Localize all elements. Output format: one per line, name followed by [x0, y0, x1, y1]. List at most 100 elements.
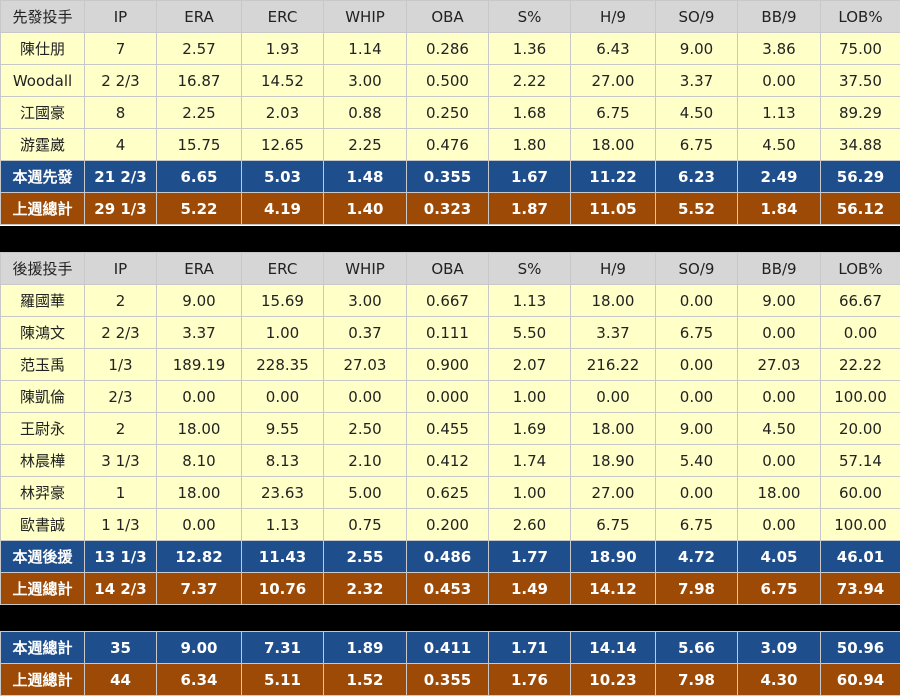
stat-cell: 3.37: [156, 316, 242, 349]
stat-cell: 15.69: [241, 284, 324, 317]
stat-cell: 9.55: [241, 412, 324, 445]
stat-cell: 2 2/3: [84, 64, 157, 97]
pitcher-row: 范玉禹 1/3 189.19 228.35 27.03 0.900 2.07 216.22 0.…: [0, 348, 900, 381]
stat-cell: 1.13: [737, 96, 821, 129]
overall-last-week-total-row: 上週總計 44 6.34 5.11 1.52 0.355 1.76 10.23 7.98 4.30…: [0, 663, 900, 696]
stat-cell: 8.13: [241, 444, 324, 477]
last-week-total-row: 上週總計 14 2/3 7.37 10.76 2.32 0.453 1.49 14.12 7.9…: [0, 572, 900, 605]
stat-cell: 18.00: [737, 476, 821, 509]
stat-cell: 1.49: [488, 572, 571, 605]
row-label-cell: 游霆崴: [0, 128, 85, 161]
stat-cell: 0.412: [406, 444, 489, 477]
stat-cell: 1.13: [241, 508, 324, 541]
stat-cell: 18.00: [156, 412, 242, 445]
stat-cell: 1.68: [488, 96, 571, 129]
stat-cell: 4.30: [737, 663, 821, 696]
stat-cell: 0.453: [406, 572, 489, 605]
row-label-cell: Woodall: [0, 64, 85, 97]
stat-cell: 2.03: [241, 96, 324, 129]
stat-cell: 100.00: [820, 380, 900, 413]
stat-cell: 1.74: [488, 444, 571, 477]
starters-table-body: 先發投手 IP ERA ERC WHIP OBA S% H/9 SO/9 BB/9 LOB% 陳仕朋 7…: [0, 0, 900, 225]
stat-cell: 0.411: [406, 631, 489, 664]
stat-cell: 1.14: [323, 32, 407, 65]
pitcher-row: 林羿豪 1 18.00 23.63 5.00 0.625 1.00 27.00 0.00 18.0…: [0, 476, 900, 509]
column-header: ERA: [156, 252, 242, 285]
stat-cell: 0.286: [406, 32, 489, 65]
stat-cell: 3.09: [737, 631, 821, 664]
stat-cell: 0.00: [156, 380, 242, 413]
stat-cell: 1.52: [323, 663, 407, 696]
stat-cell: 7.31: [241, 631, 324, 664]
stat-cell: 1.80: [488, 128, 571, 161]
stat-cell: 5.66: [655, 631, 738, 664]
stat-cell: 3.00: [323, 64, 407, 97]
column-header: WHIP: [323, 252, 407, 285]
stat-cell: 3 1/3: [84, 444, 157, 477]
stat-cell: 3.00: [323, 284, 407, 317]
header-row: 先發投手 IP ERA ERC WHIP OBA S% H/9 SO/9 BB/9 LOB%: [0, 0, 900, 33]
stat-cell: 13 1/3: [84, 540, 157, 573]
stat-cell: 6.65: [156, 160, 242, 193]
column-header: S%: [488, 252, 571, 285]
stat-cell: 14.52: [241, 64, 324, 97]
stat-cell: 5.40: [655, 444, 738, 477]
stat-cell: 3.37: [570, 316, 656, 349]
stat-cell: 18.00: [570, 412, 656, 445]
stat-cell: 1 1/3: [84, 508, 157, 541]
column-header: H/9: [570, 0, 656, 33]
column-header: ERA: [156, 0, 242, 33]
stat-cell: 18.00: [570, 284, 656, 317]
stat-cell: 0.667: [406, 284, 489, 317]
stat-cell: 4.50: [737, 412, 821, 445]
column-header: BB/9: [737, 252, 821, 285]
column-header: BB/9: [737, 0, 821, 33]
stat-cell: 0.486: [406, 540, 489, 573]
stat-cell: 0.37: [323, 316, 407, 349]
overall-table: 本週總計 35 9.00 7.31 1.89 0.411 1.71 14.14 5.66 3.09…: [0, 631, 900, 696]
stat-cell: 1.87: [488, 192, 571, 225]
stat-cell: 27.03: [323, 348, 407, 381]
stat-cell: 66.67: [820, 284, 900, 317]
stat-cell: 60.00: [820, 476, 900, 509]
pitcher-row: 林晨樺 3 1/3 8.10 8.13 2.10 0.412 1.74 18.90 5.40 0.…: [0, 444, 900, 477]
stat-cell: 15.75: [156, 128, 242, 161]
overall-table-body: 本週總計 35 9.00 7.31 1.89 0.411 1.71 14.14 5.66 3.09…: [0, 631, 900, 696]
stat-cell: 73.94: [820, 572, 900, 605]
pitcher-row: 陳鴻文 2 2/3 3.37 1.00 0.37 0.111 5.50 3.37 6.75 0.0…: [0, 316, 900, 349]
stat-cell: 6.75: [570, 96, 656, 129]
row-label-cell: 陳仕朋: [0, 32, 85, 65]
stat-cell: 0.00: [323, 380, 407, 413]
stat-cell: 0.75: [323, 508, 407, 541]
stat-cell: 2.22: [488, 64, 571, 97]
stat-cell: 5.03: [241, 160, 324, 193]
stat-cell: 0.00: [737, 508, 821, 541]
stat-cell: 2/3: [84, 380, 157, 413]
row-label-cell: 本週先發: [0, 160, 85, 193]
stat-cell: 9.00: [156, 284, 242, 317]
stat-cell: 22.22: [820, 348, 900, 381]
overall-week-total-row: 本週總計 35 9.00 7.31 1.89 0.411 1.71 14.14 5.66 3.09…: [0, 631, 900, 664]
stat-cell: 6.75: [655, 128, 738, 161]
stat-cell: 34.88: [820, 128, 900, 161]
pitcher-row: 游霆崴 4 15.75 12.65 2.25 0.476 1.80 18.00 6.75 4.50…: [0, 128, 900, 161]
pitcher-row: 王尉永 2 18.00 9.55 2.50 0.455 1.69 18.00 9.00 4.50 2…: [0, 412, 900, 445]
stat-cell: 14.14: [570, 631, 656, 664]
stat-cell: 2.10: [323, 444, 407, 477]
stat-cell: 8.10: [156, 444, 242, 477]
stat-cell: 56.12: [820, 192, 900, 225]
stat-cell: 11.22: [570, 160, 656, 193]
stat-cell: 4.72: [655, 540, 738, 573]
stat-cell: 9.00: [655, 412, 738, 445]
stat-cell: 1.89: [323, 631, 407, 664]
stat-cell: 1.40: [323, 192, 407, 225]
stat-cell: 6.75: [655, 316, 738, 349]
stat-cell: 50.96: [820, 631, 900, 664]
stat-cell: 14 2/3: [84, 572, 157, 605]
row-label-cell: 上週總計: [0, 192, 85, 225]
stat-cell: 11.05: [570, 192, 656, 225]
stat-cell: 1.36: [488, 32, 571, 65]
row-label-cell: 林羿豪: [0, 476, 85, 509]
stat-cell: 18.00: [156, 476, 242, 509]
stat-cell: 5.52: [655, 192, 738, 225]
